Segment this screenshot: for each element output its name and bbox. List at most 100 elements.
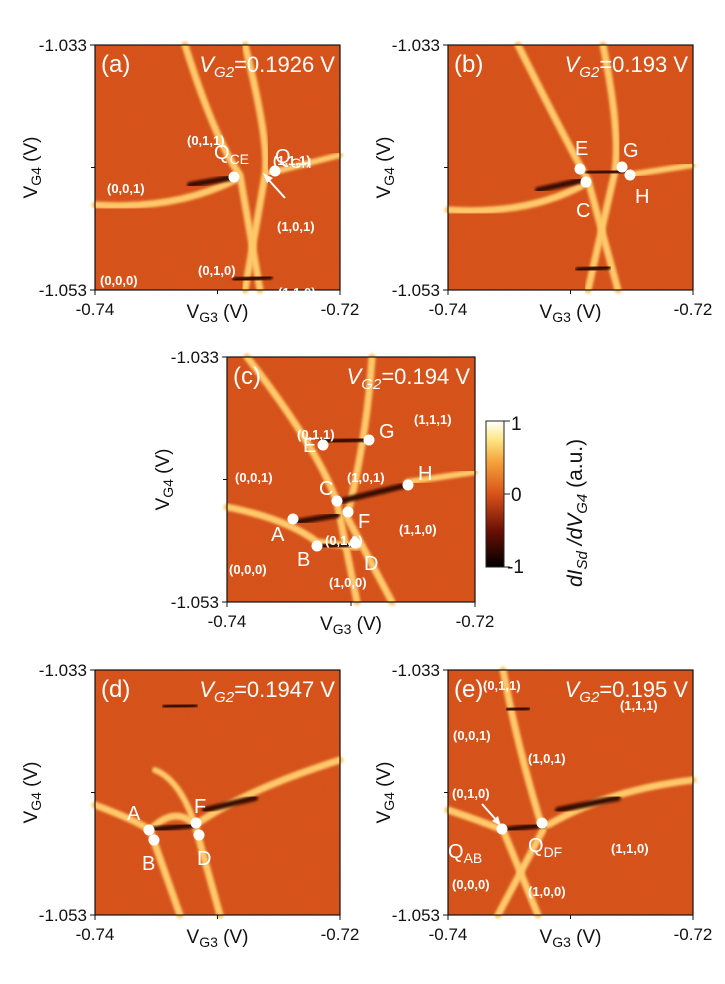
charge-point-marker (496, 823, 508, 835)
state-label: (0,0,1) (107, 181, 145, 196)
vg2-label: VG2=0.193 V (565, 52, 689, 81)
y-tick-label: -1.033 (39, 36, 87, 55)
charge-point-label: B (142, 853, 155, 875)
vg2-label: VG2=0.1947 V (199, 677, 335, 706)
charge-point-label: C (319, 478, 333, 500)
panel-e: (e) VG2=0.195 V (0,1,1) (1,1,1) (0,0,1) (1,0,… (444, 666, 697, 919)
charge-point-marker (616, 161, 628, 173)
heatmap-e-texture (448, 670, 693, 915)
y-tick-label: -1.033 (392, 661, 440, 680)
heatmap-d-texture (95, 670, 340, 915)
axes: -1.033 -1.053-0.74 -0.72 VG3 (V) VG4 (V) (153, 348, 494, 637)
charge-point-marker (363, 434, 375, 446)
state-label: (1,0,1) (528, 751, 566, 766)
arrow-head (492, 816, 501, 826)
y-axis-label: VG4 (V) (374, 137, 397, 199)
charge-point-label: QGH (275, 146, 312, 171)
charge-point-marker (193, 829, 205, 841)
panel-a: (a) VG2=0.1926 V (0,1,1) (1,1,1) (0,0,1) (1,0… (91, 41, 343, 330)
charge-point-label: QCE (214, 142, 249, 167)
state-label: (1,1,1) (273, 153, 311, 168)
state-label: (1,0,0) (147, 312, 185, 327)
state-label: (0,0,0) (100, 273, 138, 288)
y-tick-label: -1.053 (171, 593, 219, 612)
vg2-label: VG2=0.195 V (565, 677, 689, 706)
state-label: (0,1,0) (452, 786, 490, 801)
y-axis-label: VG4 (V) (21, 137, 44, 199)
charge-point-marker (287, 513, 299, 525)
charge-point-label: QDF (528, 835, 562, 860)
panel-c: (c) VG2=0.194 V (0,1,1) (1,1,1) (0,0,1) (1,0,… (223, 353, 478, 606)
state-label: (1,1,0) (611, 841, 649, 856)
charge-point-label: G (623, 140, 639, 162)
state-label: (0,0,1) (235, 470, 273, 485)
colorbar-label: dISd /dVG4 (a.u.) (564, 439, 591, 587)
y-tick-label: -1.053 (39, 906, 87, 925)
transition-lines-a (91, 41, 343, 294)
pointer-arrow (266, 177, 286, 199)
axes: -1.033 -1.053-0.74 -0.72 VG3 (V) VG4 (V) (374, 661, 712, 950)
state-label: (1,1,1) (620, 698, 658, 713)
x-axis-label: VG3 (V) (187, 927, 249, 950)
y-axis-label: VG4 (V) (374, 762, 397, 824)
y-tick-label: -1.053 (392, 906, 440, 925)
charge-point-label: E (303, 435, 316, 457)
charge-point-marker (574, 163, 586, 175)
axes: -1.033 -1.053-0.74 -0.72 VG3 (V) VG4 (V) (21, 36, 359, 325)
x-tick-label: -0.74 (429, 300, 468, 319)
charge-point-marker (311, 540, 323, 552)
charge-point-marker (349, 537, 361, 549)
charge-point-label: A (271, 524, 285, 546)
axes: -1.033 -1.053-0.74 -0.72 VG3 (V) VG4 (V) (374, 36, 712, 325)
y-tick-label: -1.033 (392, 36, 440, 55)
charge-point-label: D (197, 848, 211, 870)
state-label: (0,0,1) (453, 728, 491, 743)
colorbar-tick-max: 1 (511, 414, 522, 435)
state-label: (1,0,1) (347, 470, 385, 485)
charge-point-label: A (127, 803, 141, 825)
y-tick-label: -1.033 (171, 348, 219, 367)
panel-label: (a) (101, 51, 130, 78)
charge-point-marker (190, 817, 202, 829)
x-axis-label: VG3 (V) (187, 302, 249, 325)
y-tick-label: -1.053 (392, 281, 440, 300)
panel-b: (b) VG2=0.193 V E C G H (444, 41, 696, 294)
charge-point-label: C (576, 200, 590, 222)
x-tick-label: -0.72 (674, 925, 713, 944)
charge-point-label: H (635, 186, 649, 208)
charge-point-marker (331, 495, 343, 507)
state-label: (1,0,1) (277, 219, 315, 234)
colorbar-gradient (485, 420, 505, 568)
charge-point-marker (580, 176, 592, 188)
charge-point-label: E (575, 138, 588, 160)
state-label: (1,0,0) (528, 884, 566, 899)
pointer-arrow (192, 323, 246, 330)
charge-point-marker (317, 439, 329, 451)
charge-point-marker (536, 817, 548, 829)
charge-point-label: G (379, 421, 395, 443)
charge-point-label: D (364, 553, 378, 575)
panel-label: (e) (454, 676, 483, 703)
state-label: (0,1,0) (198, 263, 236, 278)
charge-point-marker (228, 171, 240, 183)
transition-lines-b (444, 41, 696, 294)
x-axis-label: VG3 (V) (540, 927, 602, 950)
vg2-label: VG2=0.1926 V (199, 52, 335, 81)
x-tick-label: -0.72 (321, 300, 360, 319)
panel-d: (d) VG2=0.1947 V A B F D (91, 669, 344, 919)
x-axis-label: VG3 (V) (540, 302, 602, 325)
charge-point-marker (269, 165, 281, 177)
charge-point-label: F (358, 511, 370, 533)
y-tick-label: -1.033 (39, 661, 87, 680)
charge-point-marker (402, 479, 414, 491)
x-tick-label: -0.74 (208, 612, 247, 631)
charge-point-marker (342, 506, 354, 518)
arrow-head (263, 173, 273, 183)
y-axis-label: VG4 (V) (153, 449, 176, 511)
heatmap-b-texture (448, 45, 693, 290)
panel-label: (d) (101, 676, 130, 703)
charge-point-label: F (194, 796, 206, 818)
state-label: (0,1,1) (187, 133, 225, 148)
colorbar-tick-min: -1 (507, 557, 524, 578)
